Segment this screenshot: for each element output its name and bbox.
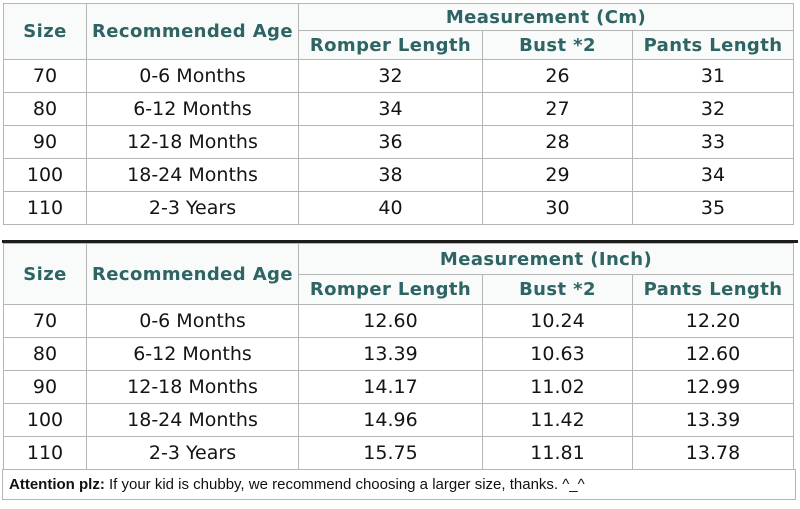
table-row: 110 2-3 Years 40 30 35 [3, 191, 795, 225]
table-row: 110 2-3 Years 15.75 11.81 13.78 [3, 436, 794, 470]
column-header-cell: Bust *2 [482, 30, 633, 60]
size-header-cell: Size [3, 243, 87, 305]
size-cell: 90 [3, 370, 87, 404]
value-cell: 12.60 [298, 304, 483, 338]
value-cell: 29 [482, 158, 633, 192]
age-cell: 0-6 Months [86, 59, 299, 93]
age-cell: 2-3 Years [86, 191, 299, 225]
table-row: 80 6-12 Months 34 27 32 [3, 92, 795, 126]
size-cell: 90 [3, 125, 87, 159]
age-cell: 18-24 Months [86, 158, 299, 192]
value-cell: 32 [631, 92, 795, 126]
table-row: 100 18-24 Months 14.96 11.42 13.39 [3, 403, 794, 437]
table-row: 70 0-6 Months 32 26 31 [3, 59, 795, 93]
size-cell: 70 [3, 59, 87, 93]
value-cell: 13.39 [632, 403, 794, 437]
value-cell: 11.81 [482, 436, 633, 470]
table-row: 100 18-24 Months 38 29 34 [3, 158, 795, 192]
value-cell: 12.20 [632, 304, 794, 338]
value-cell: 28 [482, 125, 633, 159]
value-cell: 34 [298, 92, 483, 126]
size-cell: 110 [3, 436, 87, 470]
size-cell: 100 [3, 403, 87, 437]
attention-note: Attention plz: If your kid is chubby, we… [2, 469, 796, 500]
table-row: 70 0-6 Months 12.60 10.24 12.20 [3, 304, 794, 338]
value-cell: 12.99 [632, 370, 794, 404]
size-cell: 110 [3, 191, 87, 225]
measurement-header-cell: Measurement (Inch) [298, 243, 794, 275]
table-header-row: Size Recommended Age Measurement (Inch) [3, 243, 794, 305]
size-cell: 80 [3, 337, 87, 371]
table-gap [0, 225, 800, 240]
age-cell: 2-3 Years [86, 436, 299, 470]
value-cell: 26 [482, 59, 633, 93]
value-cell: 11.42 [482, 403, 633, 437]
value-cell: 11.02 [482, 370, 633, 404]
value-cell: 14.96 [298, 403, 483, 437]
size-cell: 80 [3, 92, 87, 126]
value-cell: 27 [482, 92, 633, 126]
attention-label: Attention plz: [9, 476, 105, 493]
value-cell: 32 [298, 59, 483, 93]
value-cell: 40 [298, 191, 483, 225]
measurement-header-cell: Measurement (Cm) [297, 3, 795, 31]
value-cell: 13.78 [632, 436, 794, 470]
age-cell: 6-12 Months [86, 92, 299, 126]
age-cell: 6-12 Months [86, 337, 299, 371]
value-cell: 10.24 [482, 304, 633, 338]
size-table-inch: Size Recommended Age Measurement (Inch) … [3, 243, 794, 470]
age-header-cell: Recommended Age [86, 243, 299, 305]
value-cell: 15.75 [298, 436, 483, 470]
age-cell: 0-6 Months [86, 304, 299, 338]
column-header-cell: Romper Length [298, 274, 483, 305]
table-row: 90 12-18 Months 36 28 33 [3, 125, 795, 159]
table-subheader-row: Romper Length Bust *2 Pants Length [4, 30, 795, 60]
table-row: 90 12-18 Months 14.17 11.02 12.99 [3, 370, 794, 404]
table-subheader-row: Romper Length Bust *2 Pants Length [4, 274, 794, 305]
value-cell: 36 [298, 125, 483, 159]
value-cell: 31 [631, 59, 795, 93]
column-header-cell: Romper Length [298, 30, 483, 60]
divider-line [2, 240, 798, 243]
value-cell: 12.60 [632, 337, 794, 371]
age-cell: 12-18 Months [86, 370, 299, 404]
attention-text: If your kid is chubby, we recommend choo… [104, 476, 585, 493]
table-row: 80 6-12 Months 13.39 10.63 12.60 [3, 337, 794, 371]
column-header-cell: Pants Length [632, 274, 794, 305]
size-header-cell: Size [3, 3, 87, 60]
size-cell: 100 [3, 158, 87, 192]
value-cell: 34 [631, 158, 795, 192]
column-header-cell: Bust *2 [482, 274, 633, 305]
age-cell: 12-18 Months [86, 125, 299, 159]
table-header-row: Size Recommended Age Measurement (Cm) [3, 3, 795, 60]
value-cell: 13.39 [298, 337, 483, 371]
value-cell: 30 [482, 191, 633, 225]
age-cell: 18-24 Months [86, 403, 299, 437]
value-cell: 10.63 [482, 337, 633, 371]
value-cell: 14.17 [298, 370, 483, 404]
value-cell: 38 [298, 158, 483, 192]
size-cell: 70 [3, 304, 87, 338]
size-table-cm: Size Recommended Age Measurement (Cm) Ro… [3, 3, 795, 225]
value-cell: 35 [631, 191, 795, 225]
column-header-cell: Pants Length [631, 30, 795, 60]
age-header-cell: Recommended Age [86, 3, 299, 60]
value-cell: 33 [631, 125, 795, 159]
